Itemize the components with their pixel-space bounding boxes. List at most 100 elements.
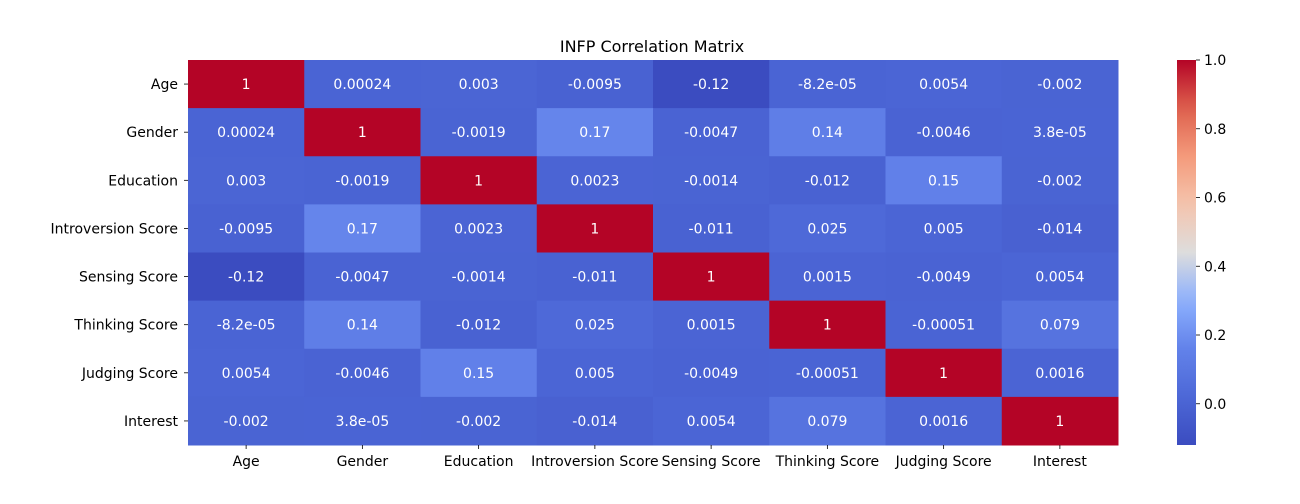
- chart-title: INFP Correlation Matrix: [560, 37, 744, 56]
- heatmap-cell: [304, 252, 421, 302]
- heatmap-cell: [304, 300, 421, 350]
- heatmap-cell: [653, 252, 770, 302]
- cell-annotation: 3.8e-05: [336, 414, 390, 430]
- cell-annotation: -0.002: [456, 414, 501, 430]
- cell-annotation: 0.025: [575, 318, 615, 334]
- cell-annotation: 1: [823, 318, 832, 334]
- heatmap-cell: [420, 348, 538, 398]
- cell-annotation: 0.15: [463, 366, 494, 382]
- colorbar-tick-label: 0.4: [1204, 259, 1226, 275]
- cell-annotation: 0.15: [928, 173, 959, 189]
- cell-annotation: 0.0016: [1035, 366, 1084, 382]
- cell-annotation: -0.0046: [335, 366, 389, 382]
- heatmap-cell: [653, 60, 770, 109]
- heatmap-cell: [653, 396, 770, 446]
- heatmap-cell: [769, 60, 886, 109]
- cell-annotation: 0.0015: [803, 270, 852, 286]
- heatmap-cell: [885, 396, 1003, 446]
- cell-annotation: 1: [242, 77, 251, 93]
- y-tick-label: Gender: [126, 125, 178, 141]
- cell-annotation: -0.002: [1037, 173, 1082, 189]
- heatmap-cell: [1001, 300, 1119, 350]
- heatmap-cell: [188, 252, 305, 302]
- heatmap-cell: [769, 300, 886, 350]
- heatmap-annotations: 1 0.00024 0.003 -0.0095 -0.12 -8.2e-05 0.0054 -…: [217, 77, 1087, 430]
- x-tick-label: Introversion Score: [531, 454, 658, 470]
- cell-annotation: 1: [474, 173, 483, 189]
- cell-annotation: -0.014: [572, 414, 617, 430]
- cell-annotation: -0.0014: [684, 173, 738, 189]
- heatmap-cell: [304, 396, 421, 446]
- heatmap-cell: [188, 300, 305, 350]
- cell-annotation: -0.012: [456, 318, 501, 334]
- y-tick-label: Education: [108, 173, 178, 189]
- heatmap-cell: [188, 60, 305, 109]
- heatmap-cell: [653, 300, 770, 350]
- heatmap-cell: [188, 204, 305, 253]
- heatmap-cell: [885, 60, 1003, 109]
- y-tick-label: Introversion Score: [51, 221, 178, 237]
- heatmap-cell: [1001, 156, 1119, 205]
- x-tick-label: Interest: [1033, 454, 1087, 470]
- heatmap-cell: [536, 204, 654, 253]
- cell-annotation: 0.0015: [687, 318, 736, 334]
- heatmap-cell: [304, 156, 421, 205]
- x-axis: Age Gender Education Introversion Score Sens…: [233, 445, 1087, 470]
- heatmap-cell: [304, 204, 421, 253]
- cell-annotation: 0.005: [924, 221, 964, 237]
- heatmap-cell: [420, 156, 538, 205]
- heatmap-cell: [304, 108, 421, 157]
- cell-annotation: 0.079: [1040, 318, 1080, 334]
- cell-annotation: 0.079: [807, 414, 847, 430]
- cell-annotation: 0.0023: [454, 221, 503, 237]
- x-tick-label: Age: [233, 454, 260, 470]
- heatmap-cell: [420, 204, 538, 253]
- colorbar-tick-label: 1.0: [1204, 53, 1226, 69]
- heatmap-cell: [420, 60, 538, 109]
- cell-annotation: -0.0095: [568, 77, 622, 93]
- heatmap-cell: [653, 156, 770, 205]
- cell-annotation: -0.011: [689, 221, 734, 237]
- cell-annotation: 0.025: [807, 221, 847, 237]
- cell-annotation: 0.0054: [222, 366, 271, 382]
- x-tick-label: Sensing Score: [662, 454, 761, 470]
- heatmap-cell: [304, 348, 421, 398]
- colorbar-gradient: [1177, 60, 1196, 445]
- colorbar-tick-label: 0.6: [1204, 191, 1226, 207]
- heatmap-cell: [769, 204, 886, 253]
- heatmap-cell: [188, 108, 305, 157]
- heatmap-cell: [885, 204, 1003, 253]
- cell-annotation: 0.0054: [1035, 270, 1084, 286]
- heatmap-cell: [420, 252, 538, 302]
- heatmap-cell: [536, 60, 654, 109]
- cell-annotation: 0.0054: [919, 77, 968, 93]
- cell-annotation: -8.2e-05: [798, 77, 857, 93]
- cell-annotation: 0.14: [347, 318, 378, 334]
- heatmap-cell: [420, 300, 538, 350]
- cell-annotation: 0.17: [347, 221, 378, 237]
- cell-annotation: 0.003: [226, 173, 266, 189]
- cell-annotation: -0.00051: [912, 318, 975, 334]
- cell-annotation: 3.8e-05: [1033, 125, 1087, 141]
- cell-annotation: 1: [358, 125, 367, 141]
- cell-annotation: 0.00024: [217, 125, 275, 141]
- colorbar-tick-label: 0.0: [1204, 397, 1226, 413]
- heatmap-cell: [885, 348, 1003, 398]
- cell-annotation: -0.0014: [452, 270, 506, 286]
- heatmap-cell: [1001, 348, 1119, 398]
- cell-annotation: 1: [1055, 414, 1064, 430]
- heatmap-cell: [188, 156, 305, 205]
- cell-annotation: 0.0023: [570, 173, 619, 189]
- heatmap-cell: [769, 396, 886, 446]
- heatmap-cell: [304, 60, 421, 109]
- cell-annotation: 1: [939, 366, 948, 382]
- cell-annotation: 0.00024: [333, 77, 391, 93]
- heatmap-cell: [1001, 252, 1119, 302]
- y-axis: Age Gender Education Introversion Score Sens…: [51, 77, 188, 430]
- heatmap-cell: [885, 252, 1003, 302]
- cell-annotation: 0.0016: [919, 414, 968, 430]
- cell-annotation: 0.14: [812, 125, 843, 141]
- cell-annotation: 0.005: [575, 366, 615, 382]
- y-tick-label: Age: [151, 77, 178, 93]
